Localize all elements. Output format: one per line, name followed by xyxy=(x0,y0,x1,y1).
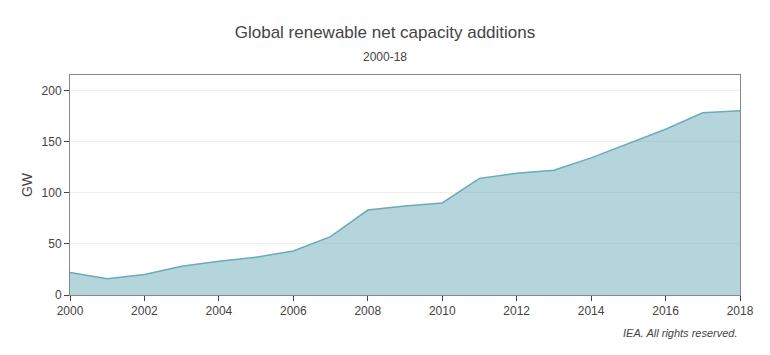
svg-text:2000-18: 2000-18 xyxy=(363,50,407,64)
svg-text:2006: 2006 xyxy=(280,304,307,318)
svg-text:Global renewable net capacity: Global renewable net capacity additions xyxy=(235,23,536,42)
svg-text:100: 100 xyxy=(42,186,62,200)
svg-text:2016: 2016 xyxy=(652,304,679,318)
svg-text:2000: 2000 xyxy=(57,304,84,318)
svg-text:50: 50 xyxy=(48,237,62,251)
svg-text:2010: 2010 xyxy=(429,304,456,318)
svg-text:IEA. All rights reserved.: IEA. All rights reserved. xyxy=(623,327,738,339)
svg-text:2002: 2002 xyxy=(131,304,158,318)
svg-text:2018: 2018 xyxy=(727,304,754,318)
svg-text:0: 0 xyxy=(55,288,62,302)
svg-text:2008: 2008 xyxy=(354,304,381,318)
svg-text:GW: GW xyxy=(19,172,35,197)
svg-text:2014: 2014 xyxy=(578,304,605,318)
svg-text:200: 200 xyxy=(42,84,62,98)
svg-text:2004: 2004 xyxy=(206,304,233,318)
svg-text:2012: 2012 xyxy=(503,304,530,318)
svg-text:150: 150 xyxy=(42,135,62,149)
